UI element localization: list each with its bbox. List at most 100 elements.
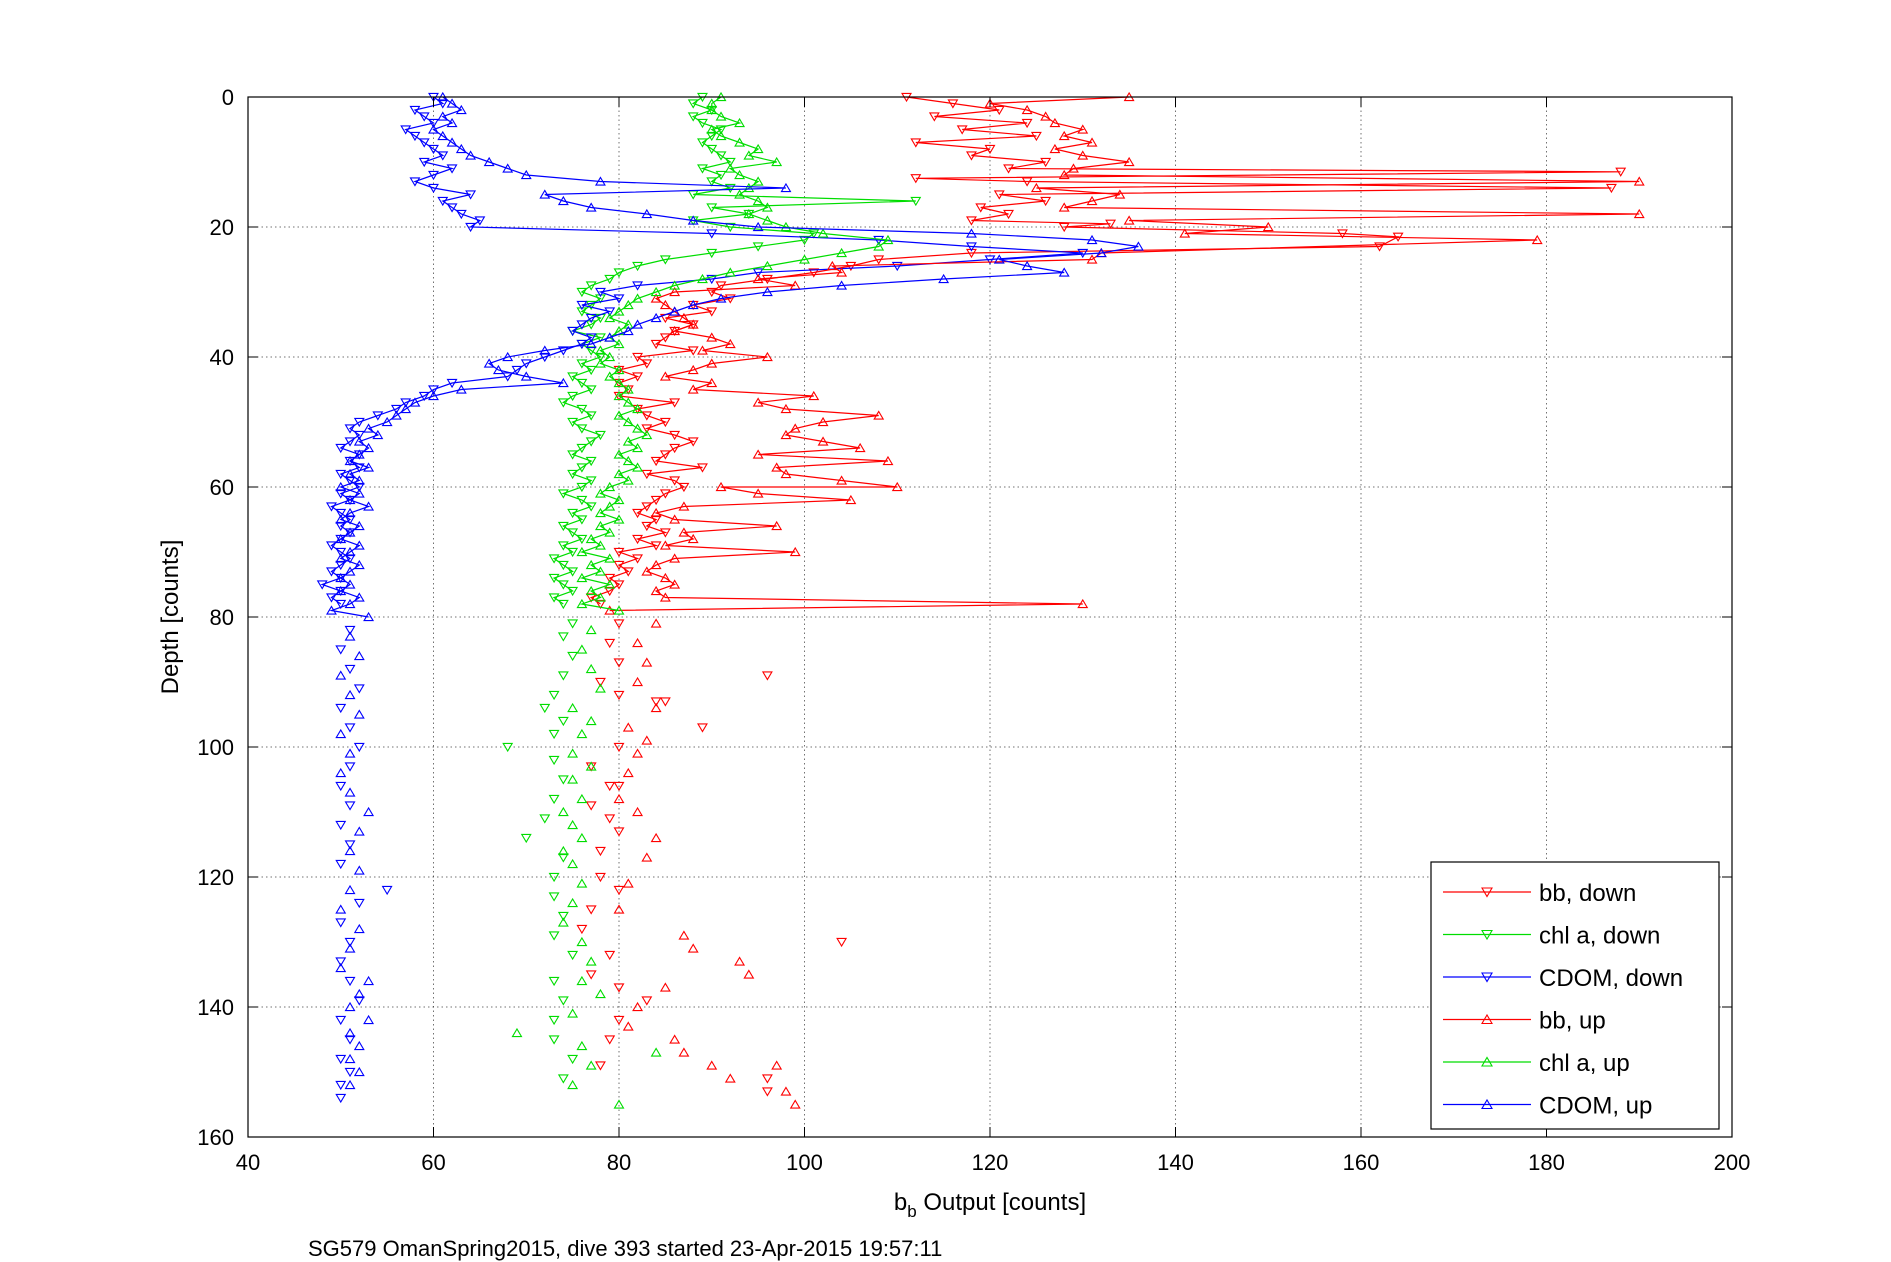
data-point [335,781,347,792]
y-tick-label: 120 [197,865,234,890]
data-point [613,904,625,914]
series-chl-a-down-scatter- [502,619,579,1084]
data-point [771,1060,783,1070]
data-point [567,950,579,961]
data-point [687,364,699,375]
data-point [548,593,560,603]
data-point [659,982,671,992]
data-point [641,735,653,745]
data-point [335,1015,347,1026]
data-point [353,482,365,493]
data-point [548,976,560,987]
data-point [576,878,588,888]
data-point [335,820,347,831]
data-point [715,293,727,303]
data-point [539,345,551,355]
data-point [650,293,662,303]
data-point [604,274,616,285]
data-point [520,169,532,180]
data-point [344,554,356,564]
data-point [1077,598,1089,609]
data-point [650,515,662,525]
data-point [363,423,375,433]
data-point [845,261,857,272]
data-point [724,338,736,349]
data-point [576,307,588,317]
data-point [594,677,606,688]
series-bb-down [585,92,1627,610]
data-point [428,144,439,155]
data-point [947,99,959,109]
data-point [826,260,838,271]
data-point [965,228,977,238]
data-point [557,716,569,727]
data-point [353,742,365,753]
data-point [335,489,347,499]
data-point [520,833,532,844]
data-point [594,988,606,999]
data-point [567,508,579,519]
data-point [567,702,579,713]
data-point [437,130,449,141]
data-point [576,975,588,986]
data-point [1021,104,1033,115]
data-point [761,215,773,225]
data-point [474,216,486,226]
data-point [613,827,625,837]
data-point [613,410,625,420]
data-point [335,670,347,680]
data-point [557,599,569,610]
data-point [557,580,569,590]
data-point [344,937,356,948]
data-point [659,450,671,460]
data-point [706,98,718,108]
data-point [659,255,671,265]
data-point [1132,241,1144,251]
data-point [344,546,356,557]
data-point [1374,242,1386,252]
data-point [567,1054,579,1065]
data-point [335,1093,347,1104]
data-point [1095,247,1107,258]
data-point [557,1074,569,1084]
data-point [641,996,653,1006]
data-point [659,572,671,583]
data-point [604,781,616,792]
data-point [650,559,662,570]
data-point [724,267,736,277]
data-point [576,728,588,739]
y-axis-label: Depth [counts] [157,540,184,695]
data-point [659,592,671,602]
data-point [344,515,356,525]
data-point [576,339,588,350]
data-point [761,274,773,285]
data-point [363,1014,375,1025]
data-point [594,176,606,186]
data-point [604,351,616,362]
data-point [353,488,365,498]
data-point [326,593,337,603]
data-point [428,124,439,134]
y-tick-label: 80 [210,605,234,630]
data-point [622,319,634,329]
data-point [465,222,477,233]
data-point [428,118,439,129]
data-point [557,195,569,206]
data-point [632,281,644,291]
data-point [669,443,681,454]
data-point [789,423,801,433]
data-point [335,957,347,967]
data-point [632,462,644,472]
data-point [511,1027,523,1038]
data-point [761,671,773,681]
data-point [613,306,625,316]
legend-marker [1481,929,1493,941]
series-line [609,96,1640,612]
data-point [344,1027,356,1038]
data-point [539,814,551,824]
data-point [1633,176,1645,186]
data-point [706,248,718,259]
data-point [910,196,922,207]
data-point [520,371,532,381]
data-point [613,377,625,388]
